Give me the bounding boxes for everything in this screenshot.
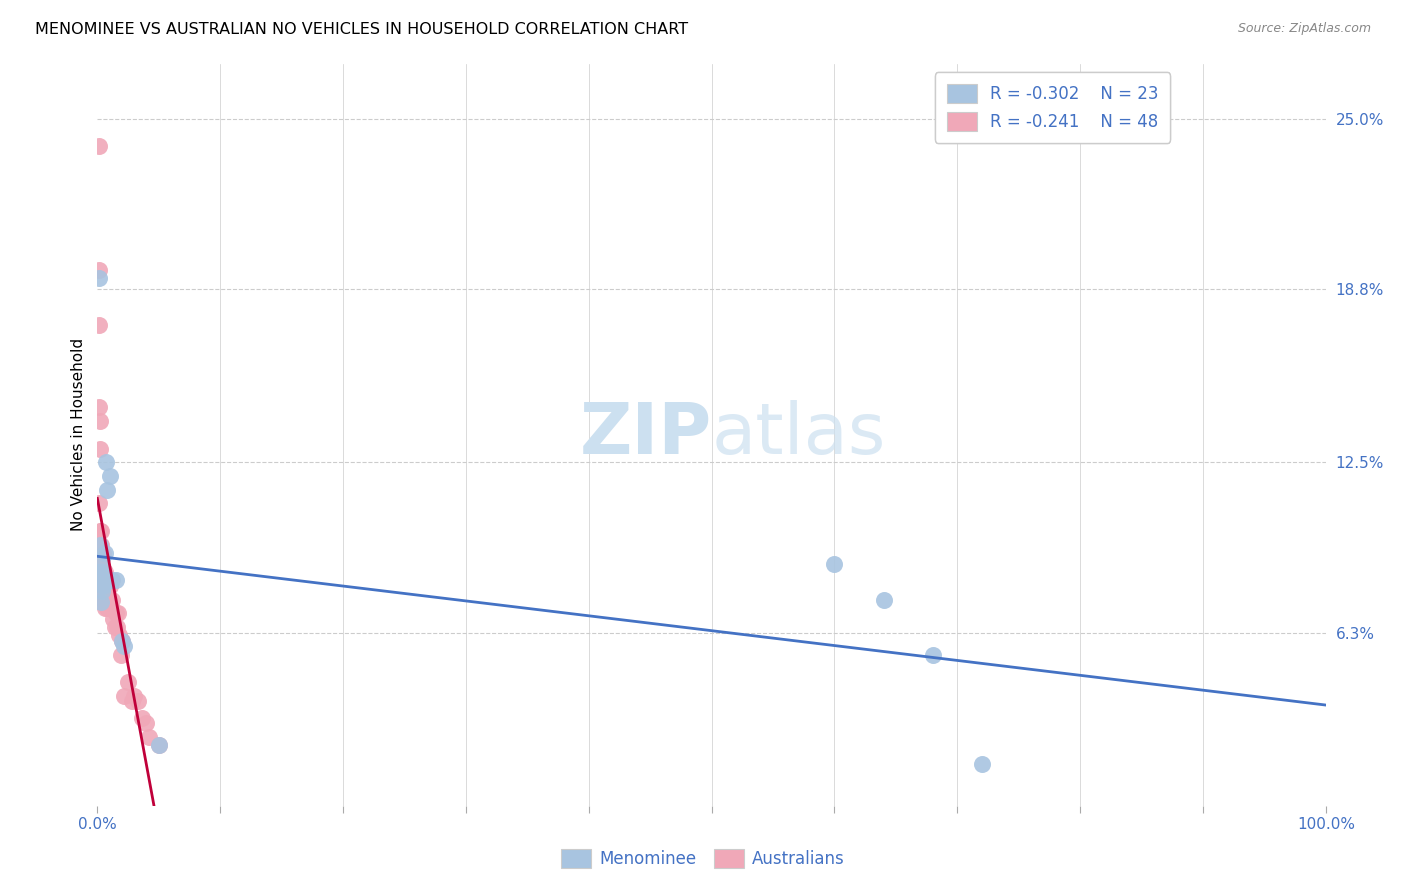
Point [111, 633, 134, 648]
Point [93, 546, 115, 560]
Point [104, 607, 127, 621]
Text: MENOMINEE VS AUSTRALIAN NO VEHICLES IN HOUSEHOLD CORRELATION CHART: MENOMINEE VS AUSTRALIAN NO VEHICLES IN H… [35, 22, 689, 37]
Point [96, 579, 118, 593]
Point [122, 689, 145, 703]
Point [96, 483, 118, 497]
Point [87, 401, 110, 415]
Legend: Menominee, Australians: Menominee, Australians [555, 842, 851, 875]
Point [89, 538, 111, 552]
Point [90, 524, 112, 538]
Point [148, 738, 170, 752]
Point [93, 562, 115, 576]
Point [108, 628, 131, 642]
Point [138, 730, 160, 744]
Point [101, 592, 124, 607]
Point [90, 595, 112, 609]
Point [121, 694, 143, 708]
Point [87, 139, 110, 153]
Point [148, 738, 170, 752]
Point [91, 574, 114, 588]
Point [93, 565, 115, 579]
Point [110, 648, 132, 662]
Point [112, 640, 135, 654]
Point [103, 620, 125, 634]
Point [96, 600, 118, 615]
Point [91, 551, 114, 566]
Point [824, 557, 846, 571]
Point [135, 716, 157, 731]
Point [131, 711, 153, 725]
Point [93, 592, 115, 607]
Point [90, 538, 112, 552]
Point [94, 455, 117, 469]
Point [93, 546, 115, 560]
Point [111, 633, 134, 648]
Point [91, 584, 114, 599]
Point [94, 574, 117, 588]
Y-axis label: No Vehicles in Household: No Vehicles in Household [72, 338, 86, 532]
Point [107, 607, 129, 621]
Point [89, 565, 111, 579]
Point [93, 600, 115, 615]
Point [87, 565, 110, 579]
Point [101, 574, 124, 588]
Point [103, 612, 125, 626]
Point [87, 271, 110, 285]
Point [105, 620, 128, 634]
Point [97, 592, 120, 607]
Point [90, 574, 112, 588]
Point [91, 551, 114, 566]
Point [93, 579, 115, 593]
Point [970, 757, 993, 772]
Text: ZIP: ZIP [579, 401, 711, 469]
Point [89, 414, 111, 428]
Point [90, 574, 112, 588]
Point [87, 496, 110, 510]
Point [112, 689, 135, 703]
Point [89, 524, 111, 538]
Point [89, 557, 111, 571]
Legend: R = -0.302    N = 23, R = -0.241    N = 48: R = -0.302 N = 23, R = -0.241 N = 48 [935, 72, 1170, 143]
Point [98, 469, 121, 483]
Point [87, 318, 110, 332]
Point [921, 648, 943, 662]
Text: Source: ZipAtlas.com: Source: ZipAtlas.com [1237, 22, 1371, 36]
Point [872, 592, 894, 607]
Point [91, 584, 114, 599]
Point [100, 600, 122, 615]
Point [93, 565, 115, 579]
Point [90, 551, 112, 566]
Point [104, 574, 127, 588]
Point [87, 263, 110, 277]
Point [89, 442, 111, 456]
Point [98, 579, 121, 593]
Text: atlas: atlas [711, 401, 886, 469]
Point [127, 694, 149, 708]
Point [93, 584, 115, 599]
Point [98, 600, 121, 615]
Point [117, 675, 139, 690]
Point [94, 592, 117, 607]
